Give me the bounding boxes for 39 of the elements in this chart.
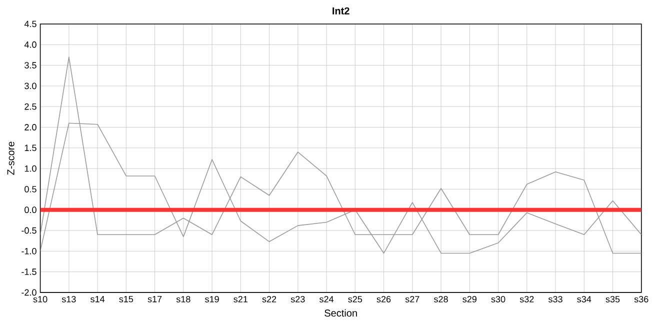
y-tick-label: 2.0: [24, 124, 36, 130]
x-tick-label: s10: [33, 296, 48, 302]
y-tick-label: 4.5: [24, 20, 36, 28]
x-tick-label: s13: [62, 296, 76, 302]
x-tick-label: s27: [405, 296, 420, 302]
x-tick-label: s24: [320, 296, 334, 302]
x-tick-label: s28: [434, 296, 448, 302]
y-tick-label: 3.0: [24, 82, 36, 90]
x-tick-label: s21: [234, 296, 248, 302]
x-tick-label: s23: [290, 296, 305, 302]
x-tick-label: s14: [90, 296, 105, 302]
y-tick-label: 2.5: [24, 103, 36, 110]
x-tick-label: s33: [548, 296, 562, 302]
x-tick-label: s35: [606, 296, 620, 302]
x-tick-label: s34: [577, 296, 592, 302]
x-tick-label: s36: [634, 296, 648, 302]
y-tick-label: -2.0: [22, 289, 36, 296]
x-tick-label: s19: [205, 296, 219, 302]
y-tick-label: 4.0: [24, 41, 36, 48]
x-tick-label: s15: [119, 296, 134, 302]
chart-title: Int2: [332, 7, 350, 14]
y-tick-label: 1.0: [24, 165, 36, 172]
x-tick-label: s17: [148, 296, 162, 302]
y-tick-label: 3.5: [24, 62, 36, 68]
x-tick-label: s30: [491, 296, 506, 302]
y-tick-label: -1.5: [22, 268, 36, 275]
y-tick-label: 0.0: [24, 206, 36, 214]
x-tick-label: s29: [462, 296, 476, 302]
y-tick-label: -1.0: [22, 248, 36, 254]
y-axis-title: Z-score: [7, 142, 14, 175]
y-tick-label: 0.5: [24, 186, 36, 192]
x-axis-title: Section: [324, 309, 357, 317]
x-tick-label: s26: [376, 296, 391, 302]
y-tick-label: -0.5: [22, 227, 36, 234]
x-tick-label: s22: [262, 296, 276, 302]
x-tick-label: s18: [176, 296, 190, 302]
x-tick-label: s32: [520, 296, 534, 302]
x-tick-label: s25: [348, 296, 362, 302]
y-tick-label: 1.5: [24, 144, 36, 152]
